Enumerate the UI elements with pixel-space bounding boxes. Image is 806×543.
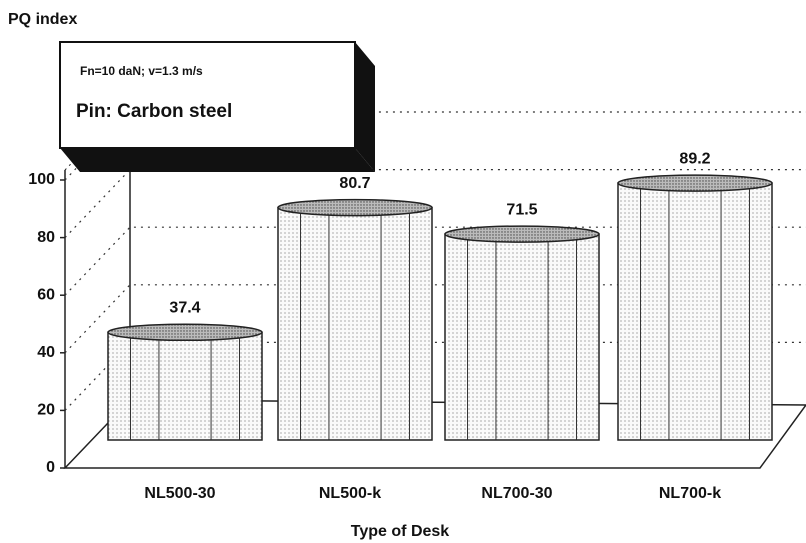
annotation-box: Fn=10 daN; v=1.3 m/s Pin: Carbon steel xyxy=(59,41,375,172)
bar-top xyxy=(107,323,263,342)
bar-body xyxy=(277,206,433,441)
value-label: 71.5 xyxy=(506,201,537,218)
value-label: 80.7 xyxy=(339,175,370,192)
value-label: 89.2 xyxy=(679,150,710,167)
bar-body xyxy=(444,233,600,441)
y-axis-label: PQ index xyxy=(8,11,77,28)
bar xyxy=(444,225,600,441)
bar-top xyxy=(277,198,433,217)
y-tick-label: 80 xyxy=(37,229,55,246)
x-axis-label: Type of Desk xyxy=(351,523,450,540)
x-tick-label: NL500-30 xyxy=(144,485,215,502)
y-tick-label: 20 xyxy=(37,402,55,419)
bar-body xyxy=(617,182,773,441)
annotation: Pin: Carbon steel xyxy=(76,101,232,122)
y-tick-label: 40 xyxy=(37,344,55,361)
bar xyxy=(277,198,433,441)
bar xyxy=(107,323,263,441)
plot-area: 0 20 40 60 80 100 NL500-30 37.4 NL500-k 80.7 NL700… xyxy=(28,45,806,502)
bar-top xyxy=(444,225,600,243)
annotation: Fn=10 daN; v=1.3 m/s xyxy=(80,64,203,78)
x-tick-label: NL700-k xyxy=(659,485,721,502)
x-tick-label: NL700-30 xyxy=(481,485,552,502)
x-tick-label: NL500-k xyxy=(319,485,381,502)
y-tick-label: 0 xyxy=(46,459,55,476)
bar-top xyxy=(617,174,773,192)
value-label: 37.4 xyxy=(169,300,200,317)
bar-body xyxy=(107,331,263,441)
y-tick-label: 60 xyxy=(37,286,55,303)
bar xyxy=(617,174,773,441)
y-tick-label: 100 xyxy=(28,171,55,188)
